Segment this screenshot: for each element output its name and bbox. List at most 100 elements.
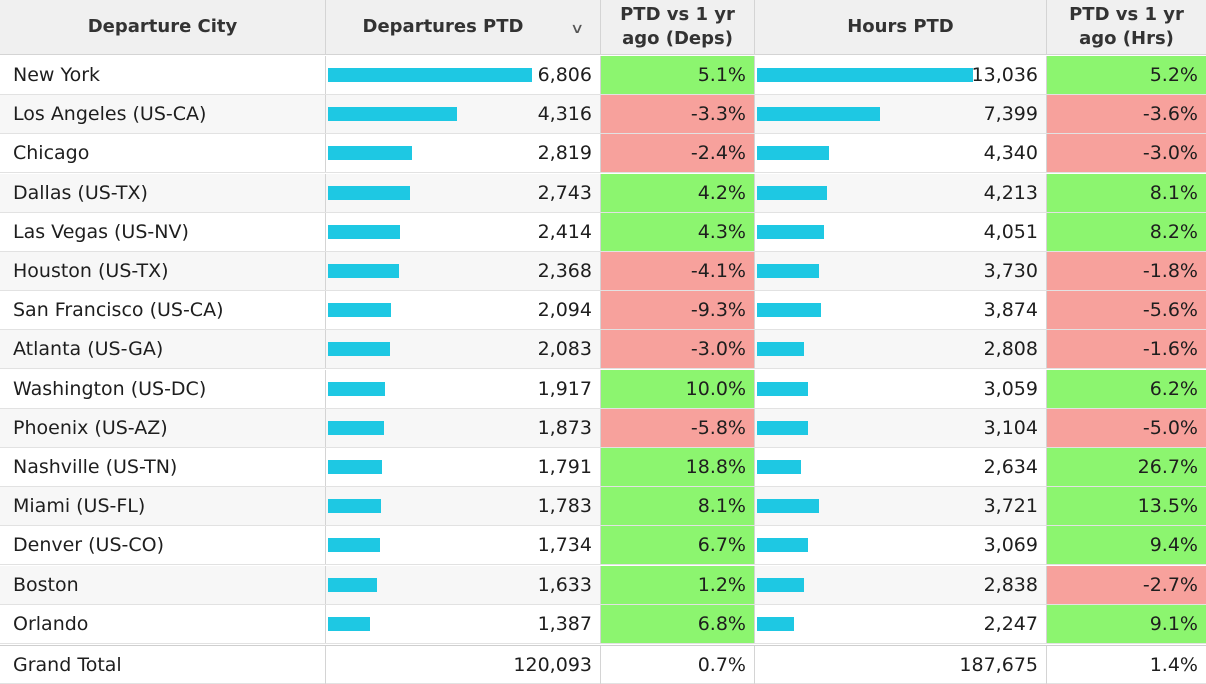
departure-city-cell: Chicago xyxy=(0,134,325,172)
departures-cell: 2,083 xyxy=(325,330,600,369)
ptd-deps-cell-text: 18.8% xyxy=(685,456,746,478)
column-header-departures-ptd[interactable]: Departures PTD ∨ xyxy=(325,0,600,54)
ptd-hrs-cell-text: 5.2% xyxy=(1149,64,1198,86)
hours-bar xyxy=(757,616,795,631)
column-header-ptd-vs-1yr-deps[interactable]: PTD vs 1 yr ago (Deps) xyxy=(600,0,754,54)
table-row[interactable]: Houston (US-TX) 2,368 -4.1% 3,730 -1.8% xyxy=(0,252,1206,291)
hours-bar xyxy=(757,68,973,82)
ptd-hrs-cell-text: 8.2% xyxy=(1149,220,1198,243)
departures-bar xyxy=(328,420,385,435)
ptd-deps-cell: 6.7% xyxy=(600,526,754,565)
column-header-departure-city[interactable]: Departure City xyxy=(0,0,325,54)
departures-cell: 1,633 xyxy=(325,565,600,604)
departure-city-cell-text: Orlando xyxy=(13,612,89,635)
ptd-hrs-cell-text: 6.2% xyxy=(1149,377,1198,400)
ptd-hrs-cell-text: 9.1% xyxy=(1149,612,1198,635)
table-row[interactable]: Chicago 2,819 -2.4% 4,340 -3.0% xyxy=(0,134,1206,174)
departure-city-cell-text: Atlanta (US-GA) xyxy=(13,338,164,361)
departures-bar xyxy=(328,146,413,161)
table-row[interactable]: Orlando 1,387 6.8% 2,247 9.1% xyxy=(0,604,1206,644)
departures-bar xyxy=(328,224,401,239)
ptd-hrs-cell-text: -5.0% xyxy=(1142,416,1198,439)
hours-bar xyxy=(757,107,880,122)
table-row[interactable]: Denver (US-CO) 1,734 6.7% 3,069 9.4% xyxy=(0,526,1206,566)
hours-cell: 4,051 xyxy=(754,212,1046,251)
ptd-hrs-cell: -5.0% xyxy=(1046,408,1206,447)
table-row[interactable]: Nashville (US-TN) 1,791 18.8% 2,634 26.7% xyxy=(0,448,1206,487)
hours-cell: 3,059 xyxy=(754,369,1046,408)
departures-cell: 4,316 xyxy=(325,95,600,134)
grand-total-ptd-deps: 0.7% xyxy=(600,646,754,684)
ptd-deps-cell-text: 8.1% xyxy=(697,495,746,518)
departure-city-cell: Washington (US-DC) xyxy=(0,370,325,408)
hours-bar xyxy=(757,381,808,396)
hours-cell: 3,104 xyxy=(754,408,1046,447)
hours-cell-text: 3,069 xyxy=(983,534,1038,557)
hours-cell-text: 3,104 xyxy=(983,416,1038,439)
ptd-hrs-cell-text: -1.6% xyxy=(1142,338,1198,361)
departures-cell: 6,806 xyxy=(325,56,600,94)
departures-cell-text: 1,917 xyxy=(537,377,592,400)
departures-cell-text: 2,743 xyxy=(537,181,592,204)
departure-city-cell: Atlanta (US-GA) xyxy=(0,330,325,368)
departures-bar xyxy=(328,499,382,514)
departure-city-cell: Las Vegas (US-NV) xyxy=(0,213,325,251)
departures-cell: 1,917 xyxy=(325,369,600,408)
hours-cell-text: 3,874 xyxy=(983,299,1038,322)
table-row[interactable]: Los Angeles (US-CA) 4,316 -3.3% 7,399 -3.6% xyxy=(0,95,1206,135)
ptd-deps-cell: -5.8% xyxy=(600,408,754,447)
ptd-deps-cell-text: -5.8% xyxy=(690,416,746,439)
ptd-hrs-cell: 5.2% xyxy=(1046,56,1206,94)
ptd-hrs-cell-text: -5.6% xyxy=(1142,299,1198,322)
table-row[interactable]: Boston 1,633 1.2% 2,838 -2.7% xyxy=(0,565,1206,605)
chevron-down-icon[interactable]: ∨ xyxy=(569,21,585,37)
ptd-hrs-cell: -3.6% xyxy=(1046,95,1206,134)
hours-cell: 4,340 xyxy=(754,134,1046,173)
ptd-hrs-cell: 9.4% xyxy=(1046,526,1206,565)
departure-city-cell-text: Chicago xyxy=(13,142,90,165)
table-row[interactable]: Dallas (US-TX) 2,743 4.2% 4,213 8.1% xyxy=(0,173,1206,213)
ptd-deps-cell-text: 6.8% xyxy=(697,612,746,635)
departures-cell-text: 1,633 xyxy=(537,573,592,596)
ptd-hrs-cell: 8.1% xyxy=(1046,173,1206,212)
ptd-deps-cell-text: -3.3% xyxy=(690,103,746,126)
table-row[interactable]: Phoenix (US-AZ) 1,873 -5.8% 3,104 -5.0% xyxy=(0,408,1206,448)
ptd-deps-cell: 5.1% xyxy=(600,56,754,94)
table-row[interactable]: Las Vegas (US-NV) 2,414 4.3% 4,051 8.2% xyxy=(0,212,1206,252)
grand-total-ptd-deps-text: 0.7% xyxy=(697,654,746,676)
hours-cell: 2,808 xyxy=(754,330,1046,369)
departures-cell: 2,819 xyxy=(325,134,600,173)
departures-bar xyxy=(328,616,370,631)
table-row[interactable]: New York 6,806 5.1% 13,036 5.2% xyxy=(0,56,1206,95)
departure-city-cell-text: Phoenix (US-AZ) xyxy=(13,416,168,439)
departures-bar xyxy=(328,303,391,318)
ptd-hrs-cell: -3.0% xyxy=(1046,134,1206,173)
ptd-deps-cell: 4.3% xyxy=(600,212,754,251)
table-row[interactable]: Atlanta (US-GA) 2,083 -3.0% 2,808 -1.6% xyxy=(0,330,1206,370)
ptd-deps-cell: -4.1% xyxy=(600,252,754,290)
hours-bar xyxy=(757,264,819,278)
ptd-deps-cell: -2.4% xyxy=(600,134,754,173)
ptd-hrs-cell-text: -3.0% xyxy=(1142,142,1198,165)
departures-cell-text: 2,368 xyxy=(537,260,592,282)
hours-cell: 7,399 xyxy=(754,95,1046,134)
grand-total-row[interactable]: Grand Total 120,093 0.7% 187,675 1.4% xyxy=(0,645,1206,684)
column-header-ptd-vs-1yr-hrs[interactable]: PTD vs 1 yr ago (Hrs) xyxy=(1046,0,1206,54)
departures-cell-text: 2,414 xyxy=(537,220,592,243)
departure-city-cell: Miami (US-FL) xyxy=(0,487,325,525)
hours-cell-text: 2,808 xyxy=(983,338,1038,361)
column-header-hours-ptd[interactable]: Hours PTD xyxy=(754,0,1046,54)
table-row[interactable]: Washington (US-DC) 1,917 10.0% 3,059 6.2% xyxy=(0,369,1206,409)
table-row[interactable]: Miami (US-FL) 1,783 8.1% 3,721 13.5% xyxy=(0,487,1206,527)
column-header-label: PTD vs 1 yr ago (Hrs) xyxy=(1069,4,1184,49)
table-row[interactable]: San Francisco (US-CA) 2,094 -9.3% 3,874 -5.6… xyxy=(0,291,1206,331)
grand-total-ptd-hrs: 1.4% xyxy=(1046,646,1206,684)
hours-bar xyxy=(757,224,825,239)
departures-cell: 2,414 xyxy=(325,212,600,251)
hours-cell-text: 3,730 xyxy=(983,260,1038,282)
hours-cell: 4,213 xyxy=(754,173,1046,212)
ptd-hrs-cell: 26.7% xyxy=(1046,448,1206,486)
ptd-deps-cell: -9.3% xyxy=(600,291,754,330)
grand-total-hours-text: 187,675 xyxy=(959,654,1038,676)
